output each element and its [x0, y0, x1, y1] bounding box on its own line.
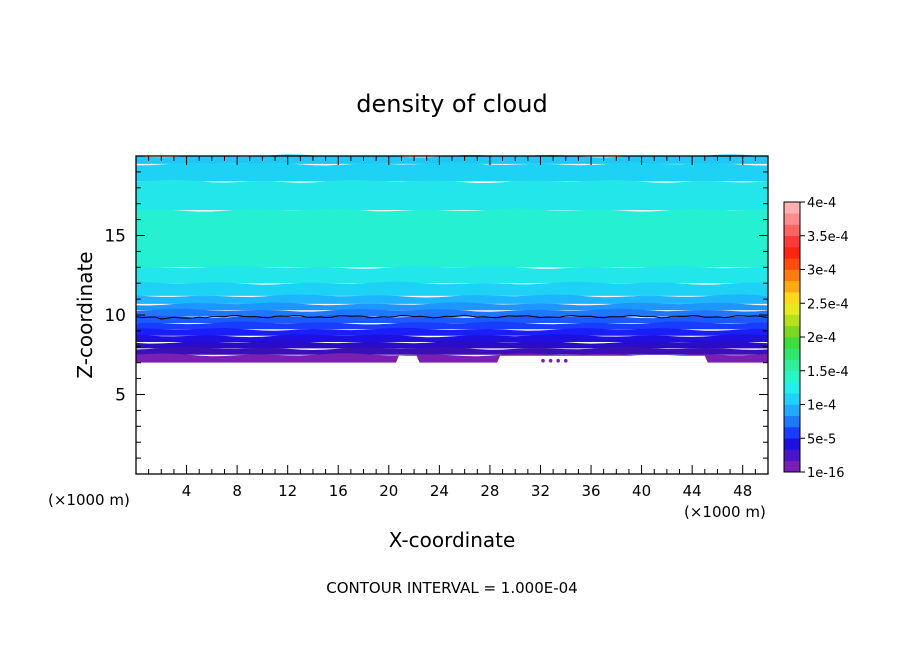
x-tick-label: 20: [379, 482, 398, 500]
colorbar-swatch: [784, 415, 800, 428]
x-tick-label: 4: [182, 482, 192, 500]
x-axis-label: X-coordinate: [389, 528, 516, 552]
colorbar-swatch: [784, 292, 800, 304]
colorbar-swatch: [784, 224, 800, 237]
contour-interval-label: CONTOUR INTERVAL = 1.000E-04: [326, 579, 577, 597]
colorbar-label: 2.5e-4: [807, 297, 849, 312]
x-axis-ticks: 4 8 12 16 20 24 28 32 36 40 44 48: [148, 156, 756, 500]
colorbar-label: 3.5e-4: [807, 230, 849, 245]
density-band: [136, 281, 768, 296]
colorbar-swatch: [784, 393, 800, 405]
colorbar-swatch: [784, 438, 800, 450]
x-tick-label: 44: [683, 482, 702, 500]
x-tick-label: 36: [581, 482, 600, 500]
density-band: [136, 208, 768, 268]
chart-title: density of cloud: [356, 90, 547, 118]
colorbar-swatch: [784, 404, 800, 417]
colorbar-swatch: [784, 280, 800, 293]
density-band: [136, 340, 768, 349]
x-tick-label: 32: [531, 482, 550, 500]
colorbar-swatch: [784, 382, 800, 394]
colorbar-swatch: [784, 213, 800, 225]
y-tick-label: 15: [104, 227, 126, 247]
colorbar-swatch: [784, 314, 800, 327]
colorbar-swatch: [784, 258, 800, 270]
density-band: [136, 302, 768, 311]
y-tick-label: 5: [115, 386, 126, 406]
cloud-fragment: [563, 358, 568, 363]
colorbar-label: 2e-4: [807, 331, 836, 346]
density-band: [136, 346, 768, 355]
colorbar-swatch: [784, 202, 800, 214]
colorbar: 1e-16 5e-5 1e-4 1.5e-4 2e-4 2.5e-4 3e-4 3.5e-4 4…: [783, 196, 849, 481]
x-tick-label: 28: [480, 482, 499, 500]
y-axis-label: Z-coordinate: [73, 251, 97, 378]
colorbar-swatch: [784, 427, 800, 439]
density-band: [136, 179, 768, 211]
density-band: [136, 321, 768, 330]
x-tick-label: 48: [733, 482, 752, 500]
colorbar-swatch: [784, 325, 800, 338]
colorbar-label: 1.5e-4: [807, 365, 849, 380]
colorbar-swatch: [784, 269, 800, 282]
x-tick-label: 16: [329, 482, 348, 500]
x-unit-label: (×1000 m): [684, 503, 766, 521]
x-tick-label: 24: [430, 482, 449, 500]
plot-frame: [135, 155, 769, 475]
clear-air-region: [136, 362, 768, 474]
colorbar-swatch: [784, 348, 800, 360]
y-tick-label: 10: [104, 306, 126, 326]
colorbar-swatch: [784, 337, 800, 349]
x-tick-label: 8: [232, 482, 242, 500]
density-band: [136, 308, 768, 317]
colorbar-label: 5e-5: [807, 432, 836, 447]
cloud-base-gap: [395, 355, 420, 363]
x-tick-label: 12: [278, 482, 297, 500]
y-axis-ticks: 5 10 15: [104, 171, 768, 459]
cloud-fragment: [541, 358, 545, 363]
colorbar-swatch: [784, 460, 800, 473]
z-unit-label: (×1000 m): [48, 491, 130, 509]
density-band: [136, 334, 768, 342]
cloud-fragment: [556, 358, 560, 363]
density-band: [136, 265, 768, 284]
colorbar-label: 1e-4: [807, 399, 836, 414]
colorbar-swatch: [784, 235, 800, 248]
colorbar-swatch: [784, 359, 800, 372]
colorbar-swatch: [784, 247, 800, 259]
colorbar-label: 3e-4: [807, 264, 836, 279]
x-tick-label: 40: [632, 482, 651, 500]
colorbar-swatch: [784, 449, 800, 462]
colorbar-label: 1e-16: [807, 466, 845, 481]
density-band: [136, 327, 768, 336]
density-band: [136, 294, 768, 304]
density-field: [135, 154, 769, 474]
density-band: [136, 162, 768, 182]
contour-line: [135, 314, 769, 320]
colorbar-swatch: [784, 303, 800, 315]
colorbar-swatch: [784, 370, 800, 383]
cloud-base-gap: [497, 355, 708, 363]
cloud-fragment: [548, 358, 553, 363]
colorbar-label: 4e-4: [807, 196, 836, 211]
